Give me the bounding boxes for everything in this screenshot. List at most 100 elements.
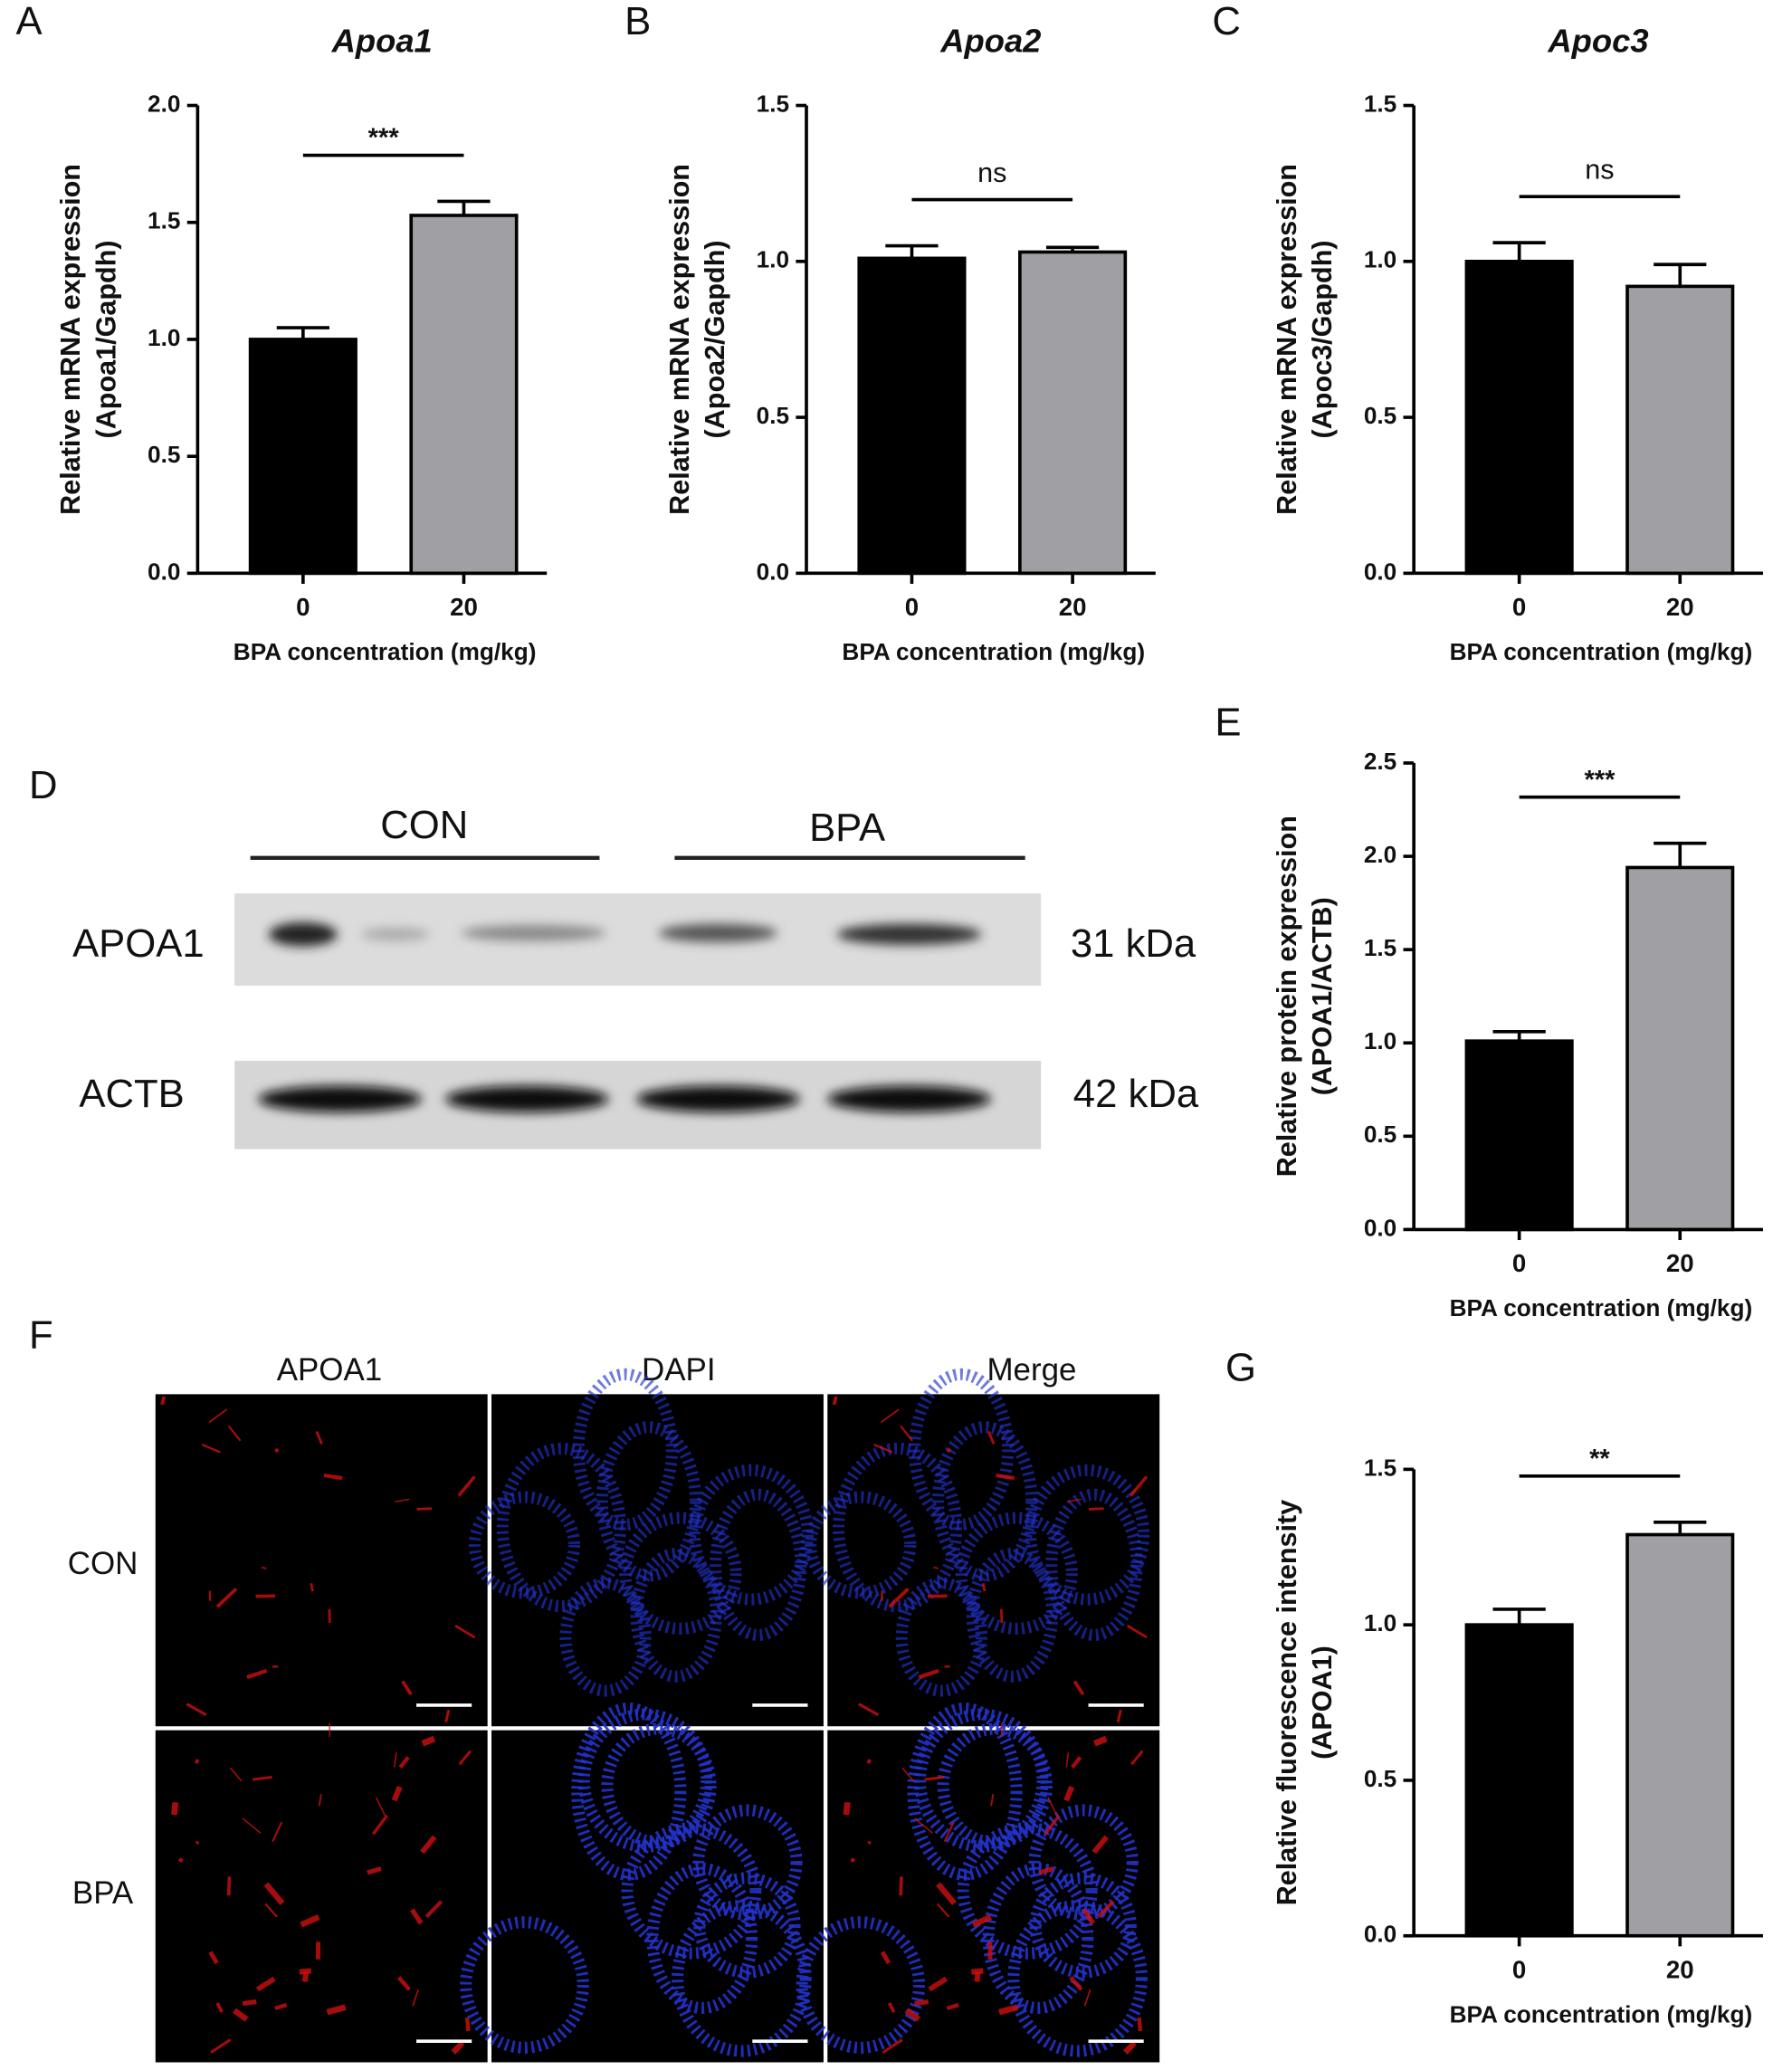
panel-label: D <box>29 763 58 807</box>
nuclei-ring <box>646 1863 758 2015</box>
micrograph <box>460 1703 824 2063</box>
row-label: CON <box>68 1546 138 1581</box>
red-signal <box>918 1668 939 1680</box>
red-signal <box>996 1474 1015 1481</box>
red-signal <box>318 1794 322 1807</box>
nuclei-ring <box>957 1822 1098 1960</box>
band <box>269 922 338 947</box>
red-signal <box>1063 1786 1075 1802</box>
red-signal <box>323 1474 343 1481</box>
y-tick-label: 0.5 <box>1364 402 1396 429</box>
red-signal <box>887 2002 896 2013</box>
row-label: ACTB <box>79 1072 184 1116</box>
image-frame <box>155 1394 488 1727</box>
red-signal <box>233 2008 249 2022</box>
nuclei-ring <box>692 1804 803 1922</box>
nuclei-ring <box>1007 1900 1148 2057</box>
micrograph-panel: F APOA1 DAPI Merge CON BPA <box>29 1312 1160 2063</box>
red-signal <box>398 1756 410 1769</box>
y-tick-label: 0.0 <box>1364 558 1396 585</box>
panel-label: E <box>1215 700 1241 744</box>
image-frame <box>491 1394 824 1727</box>
red-signal <box>421 1735 436 1747</box>
nuclei-ring <box>688 1464 815 1606</box>
red-signal <box>1071 1756 1082 1769</box>
x-tick-label: 20 <box>1666 1249 1694 1277</box>
nuclei-ring <box>908 1368 1015 1531</box>
red-signal <box>987 1430 996 1445</box>
red-signal <box>177 1857 184 1864</box>
y-tick-label: 0.5 <box>148 441 180 468</box>
red-signal <box>208 1408 228 1424</box>
red-signal <box>396 1976 412 1991</box>
image-frame <box>827 1394 1160 1727</box>
band <box>445 1085 609 1112</box>
red-signal <box>946 2003 959 2010</box>
red-signal <box>971 1914 992 1928</box>
red-signal <box>904 2008 920 2022</box>
nuclei-ring <box>601 1722 717 1849</box>
red-signal <box>160 1396 167 1406</box>
red-signal <box>424 1900 443 1919</box>
bar <box>1018 250 1128 576</box>
red-signal <box>1069 1976 1083 1991</box>
red-signal <box>261 1566 267 1569</box>
nuclei-ring <box>630 1548 722 1683</box>
nuclei-ring <box>468 1491 581 1599</box>
red-signal <box>186 1703 207 1716</box>
red-signal <box>1091 1835 1109 1855</box>
x-tick-label: 0 <box>1512 1249 1526 1277</box>
red-signal <box>371 1814 388 1836</box>
red-signal <box>914 1998 929 2007</box>
x-axis-label: BPA concentration (mg/kg) <box>1450 1294 1753 1321</box>
y-tick-label: 1.5 <box>148 207 180 234</box>
nuclei-ring <box>460 1916 589 2054</box>
bands <box>269 922 982 947</box>
red-signal <box>208 1951 219 1965</box>
x-axis-label: BPA concentration (mg/kg) <box>234 638 537 665</box>
red-signal <box>457 1475 476 1497</box>
y-tick-label: 1.0 <box>1364 246 1396 273</box>
nuclei-ring <box>571 1703 687 1881</box>
red-signal <box>226 1876 232 1896</box>
y-tick-label: 1.5 <box>1364 90 1396 117</box>
nuclei-ring <box>907 1703 1023 1881</box>
size-label: 31 kDa <box>1071 921 1196 966</box>
red-signal <box>880 1951 891 1965</box>
red-signal <box>464 2017 471 2032</box>
red-signal <box>458 1750 472 1766</box>
red-signal <box>1044 1814 1061 1836</box>
y-tick-label: 1.5 <box>1364 934 1396 961</box>
red-signal <box>873 1443 893 1454</box>
nuclei-ring <box>982 1863 1094 2015</box>
row-label: BPA <box>72 1875 134 1911</box>
red-signal <box>990 1794 995 1807</box>
red-signal <box>394 1751 397 1768</box>
red-signal <box>1072 1680 1085 1696</box>
red-signal <box>315 1430 323 1445</box>
nuclei-ring <box>709 1488 807 1641</box>
y-tick-label: 1.5 <box>757 90 789 117</box>
y-tick-label: 1.5 <box>1364 1454 1396 1481</box>
nuclei-ring <box>805 1491 917 1599</box>
x-tick-label: 20 <box>1666 593 1694 621</box>
red-signal <box>444 1709 451 1723</box>
group-label: BPA <box>809 806 886 850</box>
red-signal <box>201 1443 221 1454</box>
red-signal <box>420 1835 437 1855</box>
red-signal <box>1116 1709 1122 1723</box>
band <box>461 925 606 941</box>
red-signal <box>857 1703 880 1716</box>
image-frame <box>491 1730 824 2063</box>
red-signal <box>274 2003 288 2010</box>
red-signal <box>263 1882 285 1905</box>
micrograph <box>155 1722 488 2063</box>
x-tick-label: 0 <box>905 593 919 621</box>
panel-label: C <box>1212 0 1241 43</box>
y-tick-label: 1.0 <box>1364 1027 1396 1054</box>
red-signal <box>1130 1750 1144 1766</box>
y-tick-label: 0.5 <box>1364 1765 1396 1792</box>
nuclei-ring <box>619 1512 742 1635</box>
red-signal <box>900 1425 913 1442</box>
